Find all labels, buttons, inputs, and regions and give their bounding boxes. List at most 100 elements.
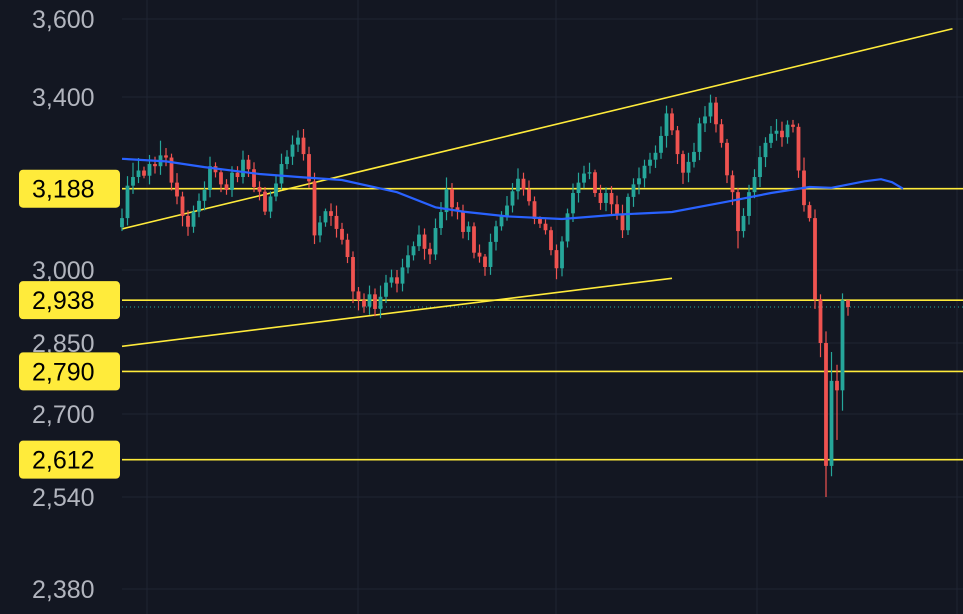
candle-body	[543, 223, 548, 231]
candle-body	[395, 277, 399, 284]
y-tick-label: 2,700	[32, 401, 95, 429]
candle-body	[340, 228, 344, 240]
candle-body	[763, 142, 768, 158]
candle-body	[323, 211, 328, 223]
candle-body	[532, 201, 537, 219]
candle-body	[670, 113, 674, 131]
candle-body	[758, 157, 762, 178]
candle-body	[686, 161, 691, 173]
candle-body	[587, 172, 592, 174]
candle-body	[653, 152, 658, 160]
candle-body	[329, 211, 333, 216]
candle-body	[527, 189, 531, 202]
y-tick-label: 2,540	[32, 484, 95, 512]
candle-body	[125, 185, 130, 219]
candle-body	[169, 157, 174, 183]
trendlines	[121, 27, 953, 348]
candle-body	[147, 164, 152, 176]
candle-body	[450, 189, 454, 208]
candle-body	[708, 102, 713, 117]
y-tick-label: 2,380	[32, 576, 95, 604]
candle-body	[345, 239, 350, 258]
candle-body	[565, 213, 570, 242]
level-tag-box	[19, 440, 120, 479]
candle-body	[384, 282, 388, 297]
candles	[120, 94, 850, 497]
candle-body	[241, 159, 245, 178]
candle-body	[136, 170, 141, 178]
candle-body	[598, 193, 603, 203]
candle-body	[318, 222, 322, 236]
candle-body	[230, 172, 234, 190]
level-tags: 3,188 2,938 2,790 2,612	[19, 169, 120, 479]
level-tag-label: 2,790	[32, 358, 95, 386]
candle-body	[197, 200, 201, 212]
candle-body	[208, 166, 212, 190]
candle-body	[439, 212, 443, 229]
candle-body	[813, 218, 817, 300]
candle-body	[378, 296, 383, 309]
candle-body	[268, 196, 273, 212]
candle-body	[499, 215, 504, 227]
candle-body	[824, 343, 828, 466]
candle-body	[406, 255, 410, 268]
candle-body	[455, 207, 460, 212]
candle-body	[582, 173, 586, 183]
candle-body	[664, 113, 669, 136]
candle-body	[373, 294, 377, 309]
candle-body	[791, 124, 795, 127]
candle-body	[714, 102, 718, 125]
candle-body	[521, 178, 526, 190]
level-tag-label: 3,188	[32, 176, 95, 204]
candle-body	[362, 300, 366, 307]
candle-body	[461, 211, 465, 232]
candle-body	[312, 181, 317, 236]
horizontal-grid	[122, 18, 963, 590]
candle-body	[356, 291, 361, 301]
candle-body	[736, 192, 740, 232]
candle-body	[307, 154, 311, 182]
candle-body	[796, 126, 801, 171]
candle-body	[741, 215, 746, 232]
candle-body	[142, 170, 146, 176]
candle-body	[769, 133, 773, 143]
candle-body	[829, 380, 834, 466]
level-tag-box	[19, 169, 120, 208]
candle-body	[428, 248, 432, 255]
candle-body	[642, 165, 647, 179]
candle-body	[631, 184, 636, 197]
horizontal-levels	[122, 187, 963, 461]
candle-body	[186, 215, 190, 227]
candle-body	[444, 189, 449, 213]
candle-body	[576, 182, 581, 194]
candle-body	[417, 234, 421, 247]
candle-body	[153, 164, 157, 167]
level-tag-label: 2,612	[32, 447, 95, 475]
candle-body	[675, 130, 680, 155]
candle-body	[235, 172, 240, 178]
candle-body	[400, 267, 405, 284]
candle-body	[131, 177, 135, 186]
candle-body	[422, 234, 427, 249]
candle-body	[818, 299, 823, 343]
candle-body	[477, 252, 482, 257]
candle-body	[120, 218, 124, 228]
candle-body	[180, 196, 185, 216]
level-tag-box	[19, 352, 120, 391]
candle-body	[411, 246, 416, 256]
candle-body	[367, 294, 372, 307]
candle-body	[510, 191, 515, 206]
candle-body	[807, 205, 812, 219]
candle-body	[835, 380, 839, 391]
candle-body	[747, 192, 751, 216]
candle-body	[780, 130, 784, 138]
candle-body	[615, 204, 619, 215]
candle-body	[505, 205, 509, 216]
candle-body	[785, 124, 790, 138]
moving-average	[121, 157, 904, 221]
candle-body	[290, 144, 295, 157]
candle-body	[620, 214, 625, 231]
candle-body	[516, 178, 520, 192]
